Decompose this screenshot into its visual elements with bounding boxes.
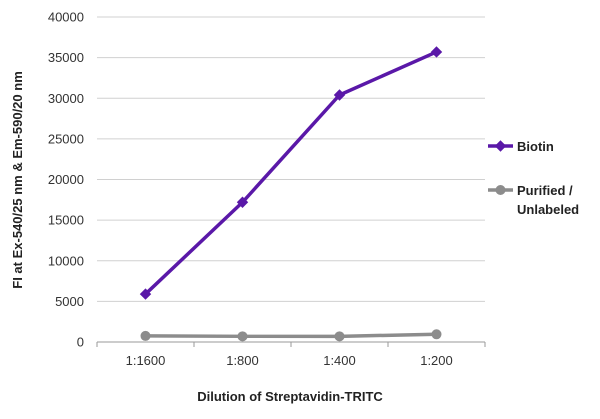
y-tick-label: 35000 bbox=[48, 50, 84, 65]
data-point bbox=[431, 329, 442, 340]
legend-marker bbox=[494, 140, 507, 152]
x-tick-label: 1:200 bbox=[420, 353, 453, 368]
x-axis-title: Dilution of Streptavidin-TRITC bbox=[197, 389, 383, 404]
y-tick-label: 10000 bbox=[48, 253, 84, 268]
x-tick-label: 1:400 bbox=[323, 353, 356, 368]
y-axis-title: FI at Ex-540/25 nm & Em-590/20 nm bbox=[10, 71, 25, 288]
y-tick-label: 15000 bbox=[48, 213, 84, 228]
y-tick-label: 0 bbox=[77, 335, 84, 350]
data-point bbox=[430, 46, 443, 58]
data-point bbox=[140, 330, 151, 341]
data-point bbox=[237, 331, 248, 342]
y-tick-label: 5000 bbox=[55, 294, 84, 309]
data-point bbox=[236, 196, 249, 208]
legend-label: Purified / Unlabeled bbox=[517, 183, 579, 217]
data-point bbox=[333, 89, 346, 101]
y-axis-ticks: 0 5000 10000 15000 20000 25000 30000 35000 40000 bbox=[48, 10, 84, 350]
y-tick-label: 20000 bbox=[48, 172, 84, 187]
y-tick-label: 40000 bbox=[48, 10, 84, 25]
gridlines bbox=[97, 16, 485, 343]
x-tick-label: 1:800 bbox=[226, 353, 259, 368]
y-tick-label: 25000 bbox=[48, 131, 84, 146]
y-tick-label: 30000 bbox=[48, 91, 84, 106]
x-tick-label: 1:1600 bbox=[126, 353, 166, 368]
legend: Biotin Purified / Unlabeled bbox=[488, 139, 579, 217]
series-layer bbox=[139, 46, 443, 342]
data-point bbox=[334, 331, 345, 342]
legend-marker bbox=[495, 185, 506, 195]
legend-label: Biotin bbox=[517, 139, 554, 154]
x-axis-ticks: 1:1600 1:800 1:400 1:200 bbox=[96, 342, 486, 368]
series-line bbox=[143, 332, 439, 339]
data-point bbox=[139, 288, 152, 300]
series-line bbox=[143, 50, 439, 296]
